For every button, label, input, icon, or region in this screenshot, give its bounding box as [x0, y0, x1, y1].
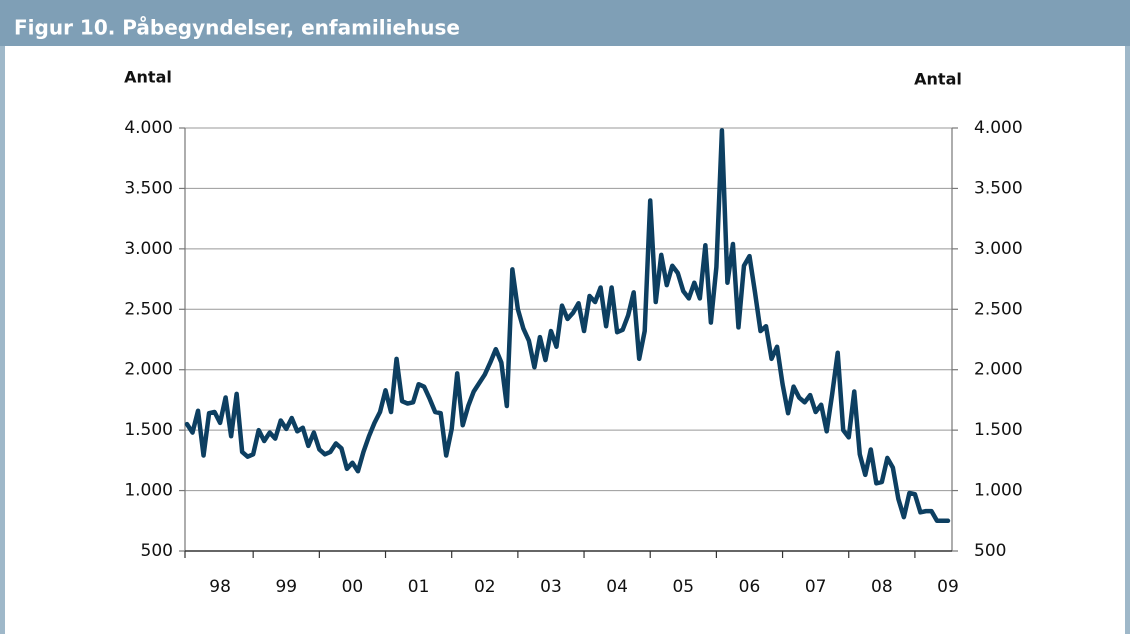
data-line [184, 128, 951, 524]
y2-tick-label: 3.000 [974, 239, 1023, 259]
x-tick-label: 08 [871, 577, 893, 597]
x-tick-label: 06 [739, 577, 761, 597]
header-bar [0, 0, 1130, 46]
y2-axis-label: Antal [914, 70, 962, 89]
chart-title: Figur 10. Påbegyndelser, enfamiliehuse [14, 16, 460, 40]
x-tick-label: 98 [209, 577, 231, 597]
x-tick-label: 09 [937, 577, 959, 597]
y2-tick-label: 500 [974, 541, 1006, 561]
y-tick-label: 500 [141, 541, 173, 561]
right-border [1125, 46, 1130, 634]
y-axis-label: Antal [124, 68, 172, 87]
x-tick-label: 03 [540, 577, 562, 597]
x-tick-label: 02 [474, 577, 496, 597]
y2-tick-label: 4.000 [974, 118, 1023, 138]
x-tick-label: 00 [342, 577, 364, 597]
x-tick-label: 07 [805, 577, 827, 597]
y2-tick-label: 2.500 [974, 299, 1023, 319]
y-tick-label: 3.500 [124, 178, 173, 198]
y-tick-label: 1.000 [124, 481, 173, 501]
y-tick-label: 2.000 [124, 360, 173, 380]
y2-tick-label: 2.000 [974, 360, 1023, 380]
y2-tick-label: 1.500 [974, 420, 1023, 440]
x-tick-label: 01 [408, 577, 430, 597]
y2-tick-label: 1.000 [974, 481, 1023, 501]
x-tick-label: 05 [672, 577, 694, 597]
x-tick-label: 99 [275, 577, 297, 597]
y-tick-label: 2.500 [124, 299, 173, 319]
y-tick-label: 4.000 [124, 118, 173, 138]
y-tick-label: 1.500 [124, 420, 173, 440]
y-tick-label: 3.000 [124, 239, 173, 259]
y2-tick-label: 3.500 [974, 178, 1023, 198]
x-tick-label: 04 [606, 577, 628, 597]
left-border [0, 46, 5, 634]
